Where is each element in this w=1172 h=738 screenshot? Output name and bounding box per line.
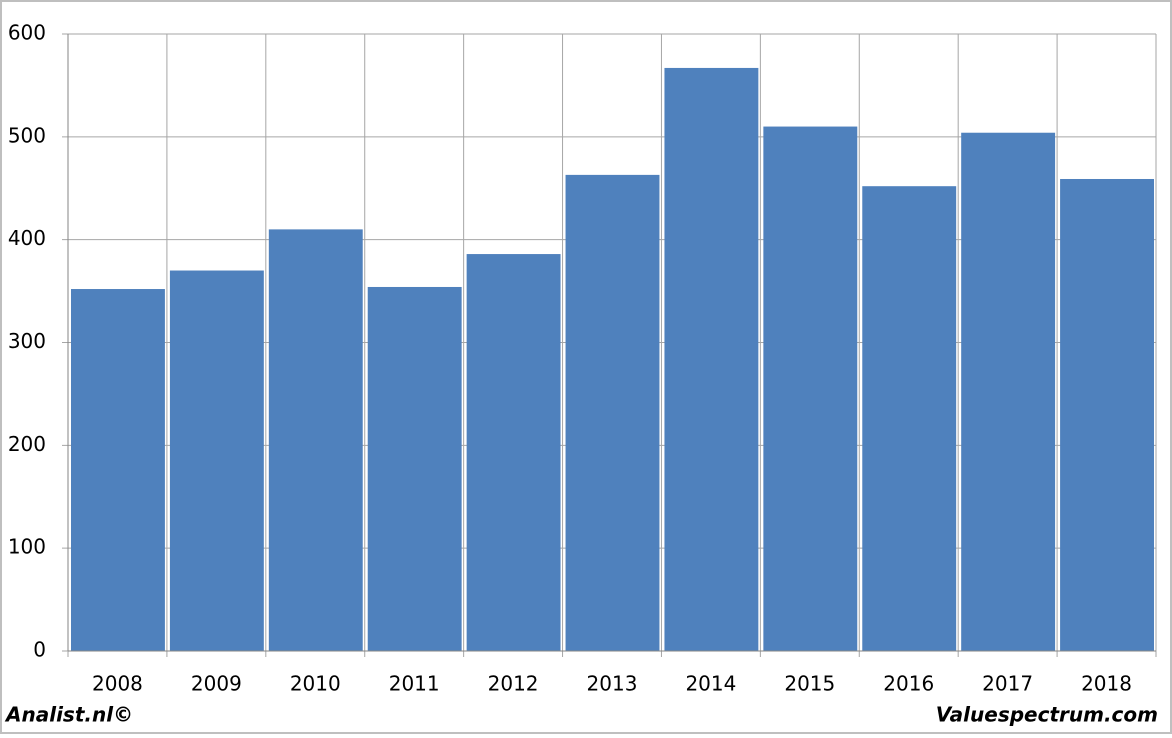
bar: [961, 132, 1056, 652]
bar: [664, 67, 759, 651]
bar: [169, 270, 264, 651]
x-tick-label: 2009: [191, 672, 242, 696]
bar: [565, 174, 660, 652]
bar: [268, 229, 363, 651]
y-tick-label: 400: [8, 226, 46, 250]
y-tick-label: 100: [8, 535, 46, 559]
x-tick-label: 2018: [1081, 672, 1132, 696]
y-tick-label: 600: [8, 21, 46, 45]
bar: [763, 126, 858, 652]
x-tick-label: 2017: [982, 672, 1033, 696]
y-tick-label: 300: [8, 329, 46, 353]
bar: [71, 289, 165, 651]
y-tick-label: 500: [8, 123, 46, 147]
y-tick-label: 0: [33, 638, 46, 662]
x-tick-label: 2015: [784, 672, 835, 696]
x-tick-label: 2013: [587, 672, 638, 696]
source-right: Valuespectrum.com: [936, 703, 1158, 727]
bar: [466, 254, 561, 651]
x-tick-label: 2012: [488, 672, 539, 696]
bar: [1060, 178, 1154, 651]
x-tick-label: 2014: [685, 672, 736, 696]
bar: [367, 286, 462, 651]
x-tick-label: 2010: [290, 672, 341, 696]
bar: [862, 186, 957, 651]
x-tick-label: 2016: [883, 672, 934, 696]
y-tick-label: 200: [8, 432, 46, 456]
x-tick-label: 2011: [389, 672, 440, 696]
x-tick-label: 2008: [92, 672, 143, 696]
source-left: Analist.nl©: [4, 703, 133, 727]
